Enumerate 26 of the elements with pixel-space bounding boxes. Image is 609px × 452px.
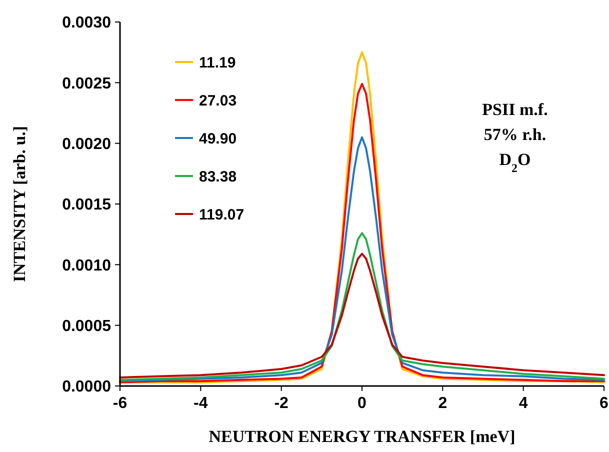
- x-tick-label: 0: [358, 395, 367, 412]
- x-tick-label: 4: [518, 395, 528, 412]
- x-tick-label: -2: [274, 395, 289, 412]
- legend-label: 119.07: [199, 206, 244, 224]
- line-series: [119, 252, 605, 379]
- legend-label: 83.38: [199, 168, 237, 186]
- y-tick-label: 0.0030: [62, 14, 112, 32]
- legend-label: 49.90: [199, 130, 237, 148]
- x-tick-label: -6: [112, 395, 128, 412]
- x-tick-label: -4: [194, 395, 208, 412]
- y-tick-label: 0.0010: [62, 257, 112, 274]
- annotation: PSII m.f.: [482, 100, 548, 119]
- y-tick-label: 0.0015: [62, 196, 112, 214]
- y-tick-label: 0.0020: [62, 136, 112, 153]
- legend-label: 27.03: [199, 92, 237, 110]
- line-series: [119, 232, 605, 381]
- x-axis-title: NEUTRON ENERGY TRANSFER [meV]: [208, 427, 516, 446]
- y-tick-label: 0.0025: [62, 75, 112, 92]
- annotation: D$_{2}$O: [499, 150, 531, 175]
- y-axis-title: INTENSITY [arb. u.]: [10, 126, 29, 282]
- annotation: 57% r.h.: [484, 125, 546, 144]
- legend-label: 11.19: [199, 54, 236, 72]
- y-tick-label: 0.0000: [62, 378, 112, 396]
- x-tick-label: 6: [600, 395, 609, 412]
- y-tick-label: 0.0005: [62, 318, 112, 335]
- x-tick-label: 2: [438, 395, 448, 412]
